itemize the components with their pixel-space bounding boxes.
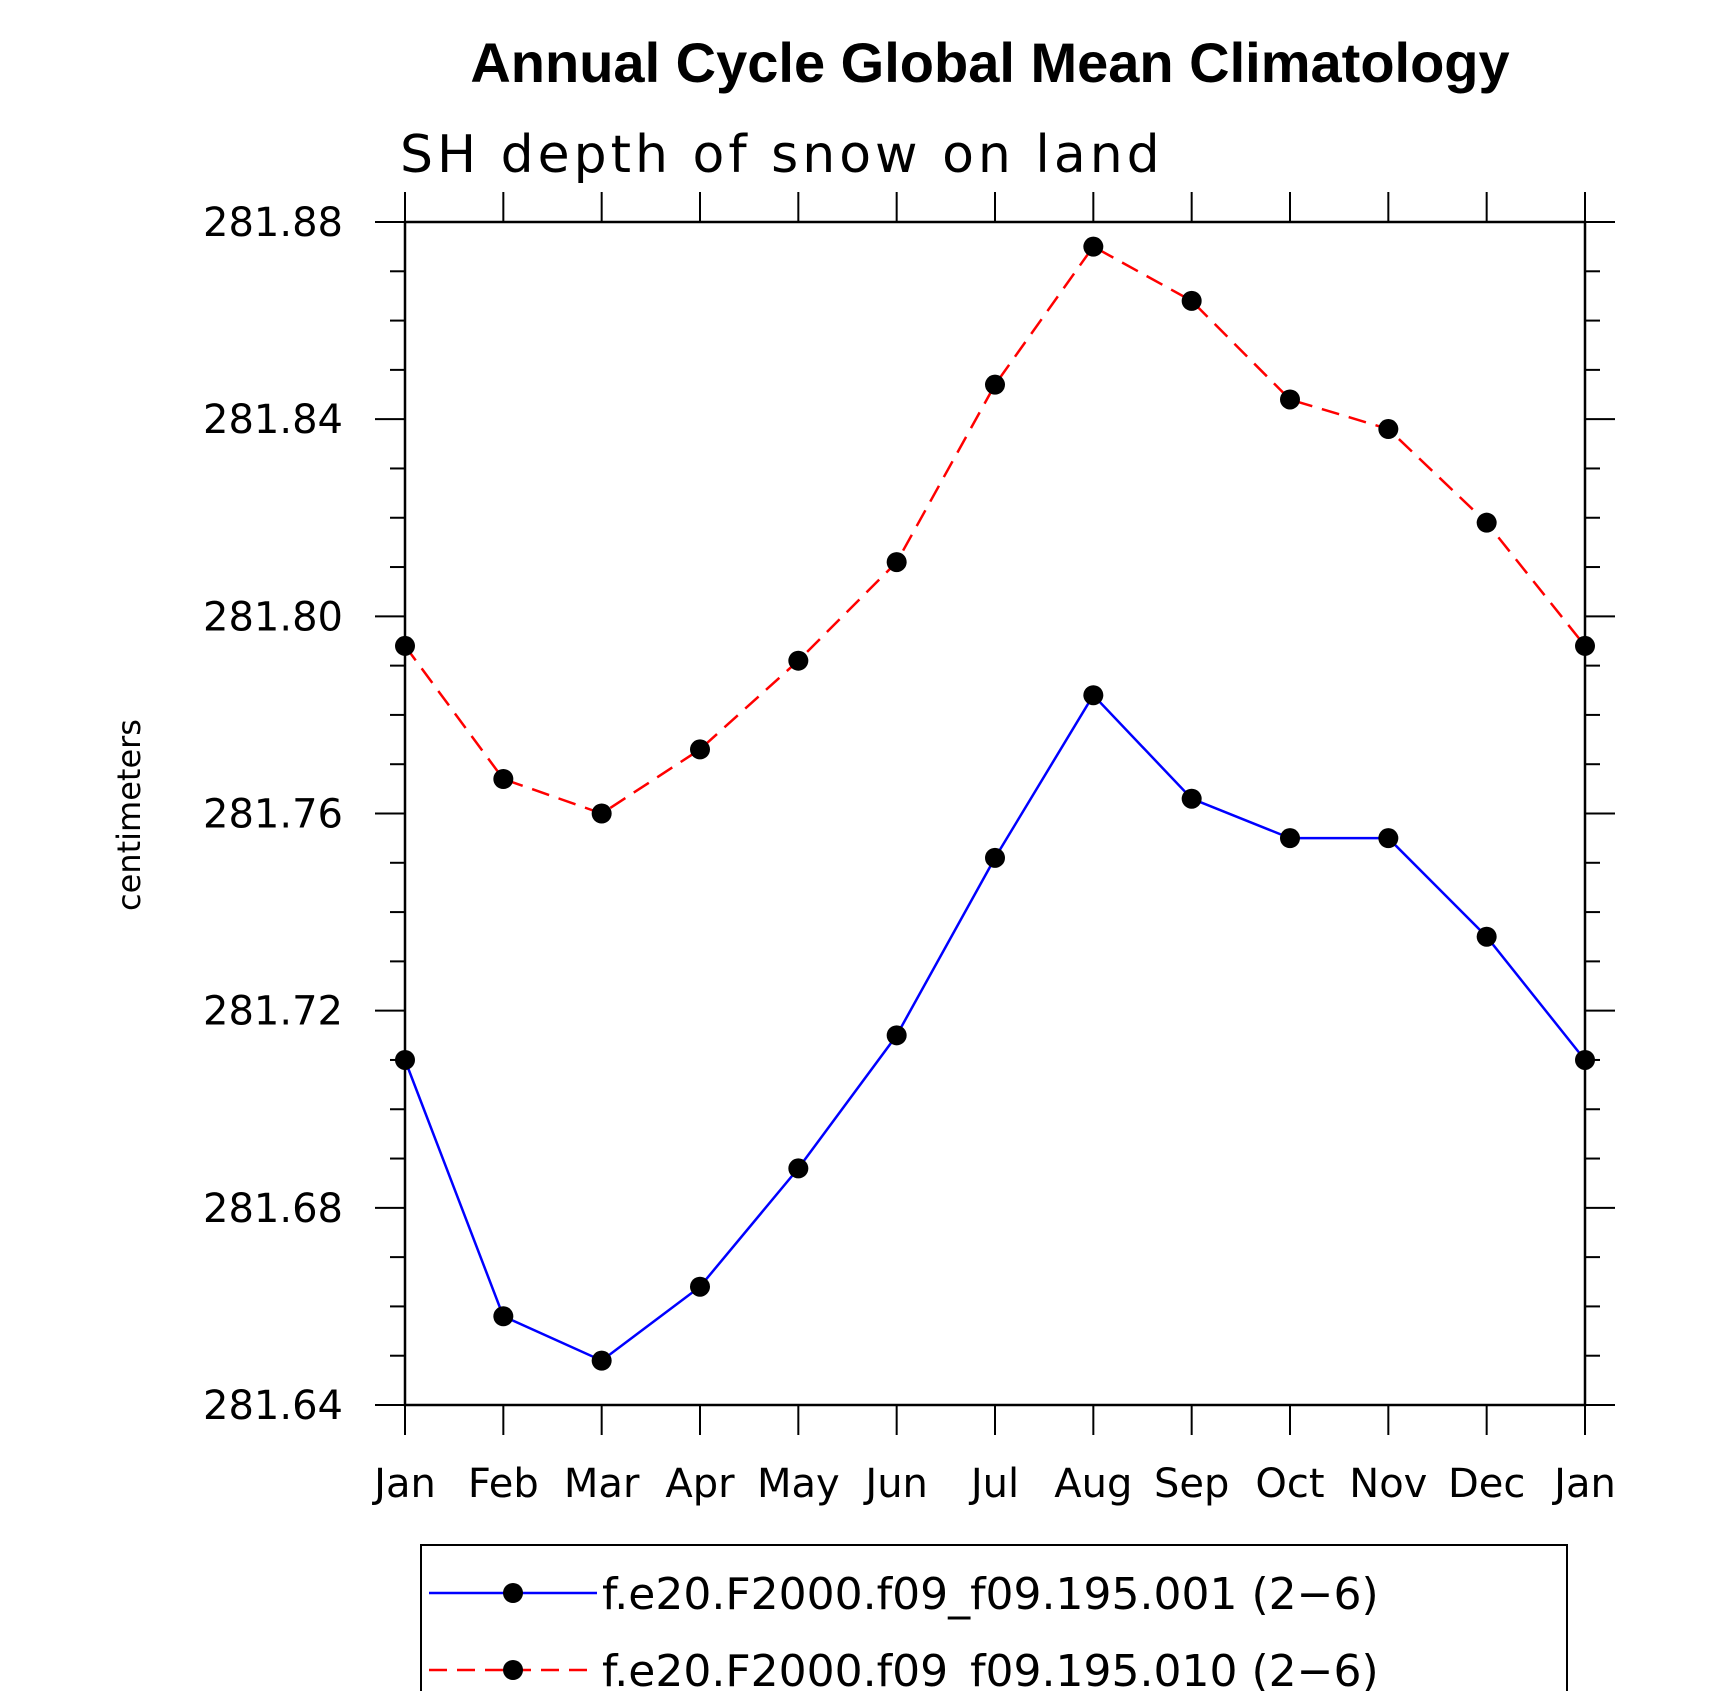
legend-marker xyxy=(503,1583,523,1603)
chart-title: Annual Cycle Global Mean Climatology xyxy=(470,31,1509,94)
x-tick-label: Jun xyxy=(862,1461,928,1507)
legend: f.e20.F2000.f09_f09.195.001 (2−6) f.e20.F… xyxy=(420,1544,1568,1691)
series-points xyxy=(395,236,1595,1371)
x-tick-label: May xyxy=(757,1461,840,1507)
y-tick-label: 281.88 xyxy=(203,200,343,246)
x-tick-label: Aug xyxy=(1054,1461,1132,1507)
data-point xyxy=(395,1049,415,1070)
data-point xyxy=(1476,926,1497,947)
legend-marker xyxy=(503,1660,523,1680)
data-point xyxy=(985,374,1005,395)
series-line-2 xyxy=(403,244,1586,815)
x-tick-labels: Jan Feb Mar Apr May Jun Jul Aug Sep Oct Nov Dec Jan xyxy=(371,1461,1616,1507)
x-tick-label: Oct xyxy=(1255,1461,1324,1507)
data-point xyxy=(1575,1049,1595,1070)
x-tick-label: Apr xyxy=(665,1461,735,1507)
data-point xyxy=(1181,788,1202,809)
data-point xyxy=(886,552,907,573)
data-point xyxy=(1378,828,1399,849)
y-tick-label: 281.68 xyxy=(203,1186,343,1232)
plot-frame xyxy=(403,220,1587,1407)
x-tick-label: Feb xyxy=(468,1461,539,1507)
data-point xyxy=(1083,685,1104,706)
y-tick-label: 281.64 xyxy=(203,1383,343,1429)
chart-subtitle: SH depth of snow on land xyxy=(400,125,1164,185)
data-point xyxy=(788,650,809,671)
data-point xyxy=(1476,512,1497,533)
data-point xyxy=(1575,635,1595,656)
data-point xyxy=(690,739,710,760)
data-point xyxy=(1083,236,1104,257)
data-point xyxy=(788,1158,809,1179)
axis-ticks xyxy=(375,192,1615,1435)
x-tick-label: Jul xyxy=(968,1461,1019,1507)
x-tick-label: Sep xyxy=(1154,1461,1229,1507)
series-lines xyxy=(403,244,1586,1363)
x-tick-label: Dec xyxy=(1448,1461,1525,1507)
x-tick-label: Nov xyxy=(1349,1461,1427,1507)
data-point xyxy=(985,847,1005,868)
data-point xyxy=(1280,389,1300,410)
data-point xyxy=(591,1350,612,1371)
y-tick-label: 281.76 xyxy=(203,792,343,838)
y-tick-label: 281.84 xyxy=(203,397,343,443)
y-tick-label: 281.80 xyxy=(203,594,343,640)
data-point xyxy=(886,1025,907,1046)
y-axis-label: centimeters xyxy=(110,719,148,911)
data-point xyxy=(690,1276,710,1297)
data-point xyxy=(1181,290,1202,311)
series-line-1 xyxy=(403,693,1586,1363)
data-point xyxy=(1280,828,1300,849)
legend-box xyxy=(420,1544,1568,1691)
x-tick-label: Mar xyxy=(564,1461,640,1507)
x-tick-label: Jan xyxy=(371,1461,436,1507)
legend-label: f.e20.F2000.f09_f09.195.010 (2−6) xyxy=(602,1646,1379,1691)
data-point xyxy=(493,1306,514,1327)
data-point xyxy=(591,803,612,824)
data-point xyxy=(1378,419,1399,440)
x-tick-label: Jan xyxy=(1551,1461,1616,1507)
y-tick-label: 281.72 xyxy=(203,989,343,1035)
data-point xyxy=(493,768,514,789)
y-tick-labels: 281.64 281.68 281.72 281.76 281.80 281.84 281.… xyxy=(203,200,343,1429)
data-point xyxy=(395,635,415,656)
legend-label: f.e20.F2000.f09_f09.195.001 (2−6) xyxy=(602,1569,1379,1620)
